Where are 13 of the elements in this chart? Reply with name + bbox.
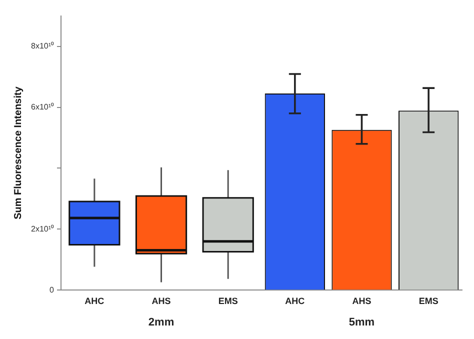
y-tick-label: 2x10¹⁰: [30, 224, 54, 234]
y-tick-label: 6x10¹⁰: [30, 102, 54, 112]
x-tick-label: AHS: [152, 296, 171, 306]
y-tick-label: 0: [50, 285, 55, 294]
x-tick-label: EMS: [418, 296, 438, 306]
x-tick-label: EMS: [218, 296, 238, 306]
x-tick-label: AHC: [285, 296, 306, 306]
x-tick-label: AHC: [84, 296, 105, 306]
x-tick-label: AHS: [352, 296, 372, 306]
text: 2mm: [148, 316, 174, 329]
y-axis-title: Sum Fluorescence Intensity: [12, 86, 24, 220]
y-tick-label: 8x10¹⁰: [30, 41, 54, 50]
text: 5mm: [348, 316, 375, 329]
